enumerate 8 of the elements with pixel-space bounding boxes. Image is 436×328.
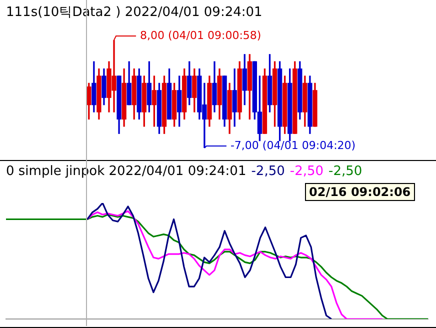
text: -2,50	[328, 164, 362, 179]
chart-title: 111s(10틱Data2 ) 2022/04/01 09:24:01	[6, 5, 262, 20]
chart-title: 0 simple jinpok 2022/04/01 09:24:01	[6, 164, 246, 179]
annotation: -7,00 (04/01 09:04:20)	[230, 138, 356, 152]
annotation: 8,00 (04/01 09:00:58)	[140, 28, 262, 42]
text: -2,50	[251, 164, 285, 179]
text: -2,50	[290, 164, 324, 179]
text: 02/16 09:02:06	[305, 183, 415, 201]
